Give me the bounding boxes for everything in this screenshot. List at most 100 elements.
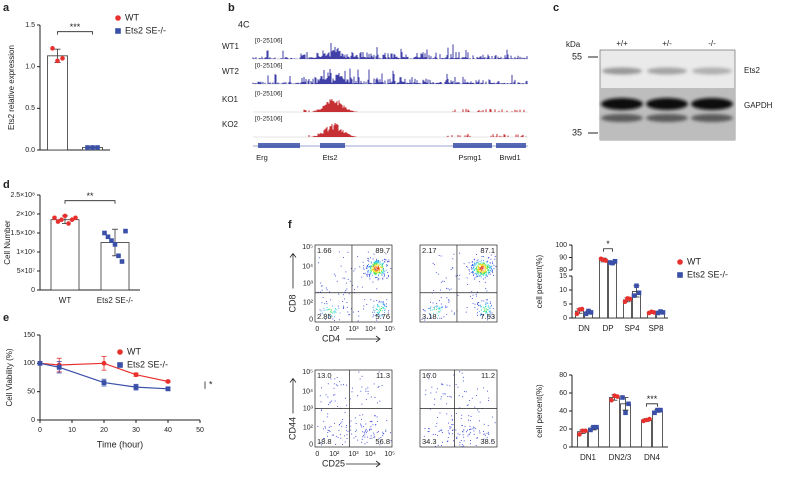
blot-band (647, 67, 687, 75)
flow-event (483, 315, 485, 317)
flow-event (346, 425, 348, 426)
data-point (85, 145, 90, 150)
flow-event (367, 271, 369, 273)
flow-event (483, 431, 485, 433)
data-point (66, 221, 71, 226)
flow-event (367, 390, 369, 392)
flow-event (458, 395, 460, 397)
flow-event (471, 261, 473, 263)
flow-event (334, 394, 336, 396)
flow-event (342, 277, 344, 279)
flow-event (378, 301, 380, 303)
flow-event (476, 262, 478, 264)
flow-event (350, 267, 352, 269)
legend-marker (117, 349, 123, 355)
flow-event (340, 437, 342, 439)
flow-event (367, 251, 369, 253)
data-point (101, 380, 107, 385)
flow-event (487, 270, 489, 272)
legend-label: Ets2 SE-/- (125, 25, 166, 35)
flow-event (361, 441, 363, 443)
flow-event (440, 309, 442, 311)
flow-event (479, 263, 481, 265)
flow-event (333, 311, 335, 313)
flow-event (457, 433, 459, 435)
flow-event (319, 442, 321, 443)
flow-event (381, 270, 383, 272)
flow-event (320, 285, 322, 287)
data-point (620, 395, 625, 400)
flow-event (474, 265, 476, 266)
flow-event (383, 274, 385, 276)
flow-event (372, 263, 374, 265)
quadrant-percent: 11.2 (481, 371, 495, 380)
flow-event (382, 263, 383, 265)
x-tick-label: SP4 (624, 324, 640, 333)
flow-event (481, 264, 483, 266)
flow-event (373, 253, 375, 255)
flow-event (481, 266, 483, 267)
x-axis-label: CD4 (322, 333, 340, 343)
flow-event (494, 255, 496, 257)
flow-event (364, 299, 366, 301)
flow-event (334, 310, 336, 312)
flow-event (374, 271, 376, 273)
flow-event (327, 413, 329, 415)
flow-event (378, 311, 380, 313)
flow-event (477, 259, 479, 261)
flow-event (388, 310, 390, 312)
flow-event (384, 305, 386, 307)
flow-event (387, 260, 389, 262)
flow-event (487, 312, 489, 314)
flow-event (482, 263, 484, 265)
flow-event (480, 314, 482, 316)
y-tick-label: 10⁵ (302, 369, 313, 376)
flow-event (481, 247, 483, 249)
flow-event (474, 307, 476, 309)
flow-event (434, 264, 436, 266)
flow-event (319, 309, 321, 311)
axis-arrow (346, 335, 381, 343)
flow-event (344, 441, 346, 443)
flow-event (457, 294, 459, 296)
data-point (62, 213, 68, 219)
gene-model (258, 143, 300, 148)
flow-event (473, 426, 474, 428)
flow-event (484, 272, 486, 274)
flow-event (376, 271, 378, 273)
flow-event (438, 300, 440, 302)
flow-event (443, 316, 445, 318)
flow-event (470, 415, 472, 417)
flow-event (476, 437, 478, 439)
flow-event (328, 308, 330, 310)
flow-event (375, 273, 377, 274)
flow-event (378, 278, 380, 280)
quadrant-percent: 1.66 (317, 246, 332, 255)
flow-event (367, 265, 368, 266)
flow-event (386, 299, 388, 301)
flow-event (485, 269, 486, 271)
flow-event (344, 412, 346, 414)
flow-event (386, 265, 388, 266)
flow-event (477, 269, 479, 271)
flow-event (375, 272, 377, 273)
flow-event (467, 284, 469, 285)
flow-event (369, 420, 371, 422)
flow-event (341, 421, 343, 423)
y-tick-label: 10² (303, 300, 314, 307)
flow-event (384, 307, 386, 309)
flow-event (465, 391, 467, 393)
data-point (37, 360, 43, 366)
flow-event (333, 394, 335, 396)
panel-label: d (3, 179, 10, 191)
flow-event (479, 267, 481, 269)
flow-event (428, 428, 430, 430)
flow-event (371, 262, 373, 264)
flow-event (424, 316, 426, 318)
flow-event (374, 269, 376, 271)
track-range: [0-25106] (255, 116, 283, 123)
flow-event (373, 272, 375, 274)
flow-event (482, 311, 484, 313)
flow-event (480, 270, 482, 272)
flow-event (373, 271, 374, 273)
